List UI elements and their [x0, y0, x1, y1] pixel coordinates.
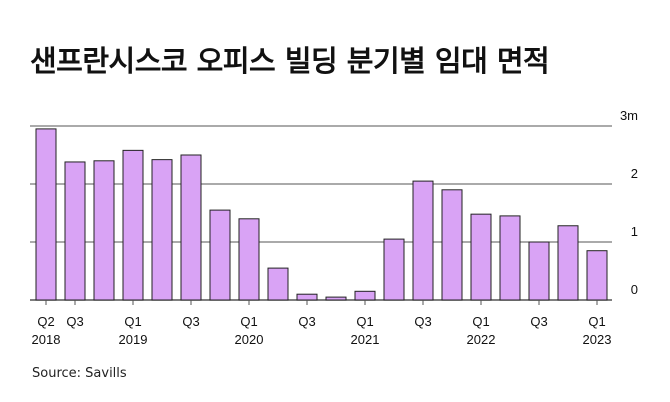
x-tick-year: 2019	[119, 332, 148, 347]
bar-Q3-2020	[296, 293, 318, 301]
bar-Q3-2021	[412, 180, 434, 301]
bar-Q1-2019	[122, 149, 144, 301]
y-tick-label: 2	[631, 166, 638, 181]
x-tick-quarter: Q2	[37, 314, 54, 329]
bar-Q2-2018	[35, 128, 57, 301]
y-tick-label: 1	[631, 224, 638, 239]
bar-Q4-2019	[209, 209, 231, 301]
bar-Q3-2022	[528, 241, 550, 301]
y-axis-ticks: 0 1 2 3m	[620, 108, 638, 297]
bar-Q1-2022	[470, 213, 492, 301]
x-tick-quarter: Q3	[298, 314, 315, 329]
bar-Q4-2022	[557, 225, 579, 301]
x-tick-quarter: Q3	[530, 314, 547, 329]
x-tick-year: 2022	[467, 332, 496, 347]
x-tick-year: 2021	[351, 332, 380, 347]
x-tick-year: 2020	[235, 332, 264, 347]
bar-Q4-2020	[325, 296, 347, 301]
bar-Q2-2022	[499, 215, 521, 301]
x-tick-quarter: Q3	[66, 314, 83, 329]
bars	[35, 128, 608, 301]
bar-Q2-2019	[151, 159, 173, 301]
y-tick-label: 0	[631, 282, 638, 297]
bar-Q4-2021	[441, 189, 463, 301]
x-tick-year: 2018	[32, 332, 61, 347]
x-tick-quarter: Q1	[472, 314, 489, 329]
x-tick-quarter: Q1	[124, 314, 141, 329]
x-tick-quarter: Q1	[588, 314, 605, 329]
bar-Q3-2018	[64, 161, 86, 301]
bar-Q3-2019	[180, 154, 202, 301]
gridlines	[30, 125, 612, 301]
x-tick-quarter: Q3	[414, 314, 431, 329]
x-tick-year: 2023	[583, 332, 612, 347]
x-axis-ticks: Q2 2018 Q3 Q1 2019 Q3 Q1 2020 Q3 Q1 2021 Q3 Q1 2022 Q3…	[32, 300, 612, 347]
source-note: Source: Savills	[32, 366, 127, 381]
y-tick-label: 3m	[620, 108, 638, 123]
bar-Q1-2021	[354, 290, 376, 301]
bar-Q1-2020	[238, 218, 260, 301]
bar-Q2-2021	[383, 238, 405, 301]
bar-Q1-2023	[586, 250, 608, 301]
bar-Q2-2020	[267, 267, 289, 301]
x-tick-quarter: Q1	[240, 314, 257, 329]
x-tick-quarter: Q1	[356, 314, 373, 329]
x-tick-quarter: Q3	[182, 314, 199, 329]
chart-title: 샌프란시스코 오피스 빌딩 분기별 임대 면적	[30, 44, 550, 78]
bar-Q4-2018	[93, 160, 115, 301]
